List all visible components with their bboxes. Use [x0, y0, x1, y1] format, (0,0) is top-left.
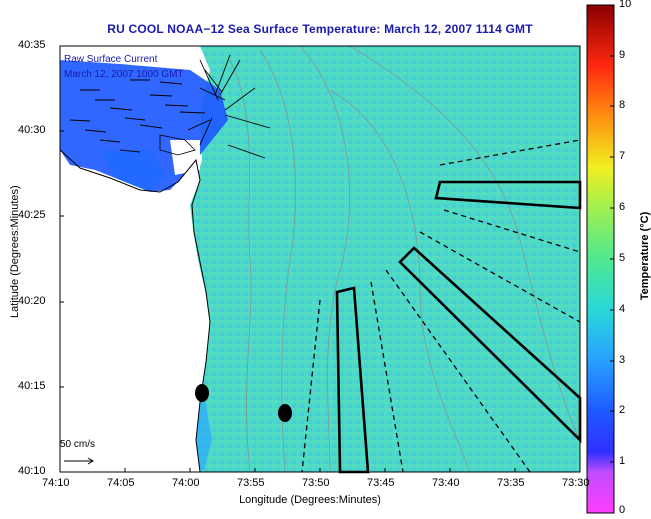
- x-tick-label: 73:50: [302, 477, 330, 489]
- y-tick-label: 40:15: [18, 380, 46, 392]
- colorbar-tick-label: 0: [619, 504, 626, 516]
- colorbar-tick-label: 9: [619, 49, 626, 61]
- x-tick-label: 74:05: [107, 477, 135, 489]
- y-tick-label: 40:30: [18, 124, 46, 136]
- colorbar-ticks: [610, 4, 614, 514]
- colorbar-tick-label: 8: [619, 99, 626, 111]
- x-tick-label: 74:00: [172, 477, 200, 489]
- y-tick-marks: [60, 45, 64, 473]
- x-tick-label: 73:45: [367, 477, 395, 489]
- x-axis-label: Longitude (Degrees:Minutes): [239, 494, 381, 506]
- legend-line-1: Raw Surface Current: [64, 54, 158, 65]
- dashed-transects: [301, 139, 581, 473]
- colorbar-tick-label: 4: [619, 303, 626, 315]
- sst-field: [190, 46, 580, 472]
- scale-label: 50 cm/s: [60, 439, 96, 450]
- x-tick-marks: [59, 468, 581, 472]
- colorbar-label: Temperature (°C): [639, 211, 651, 301]
- colorbar-tick-label: 2: [619, 404, 626, 416]
- y-tick-label: 40:20: [18, 295, 46, 307]
- y-tick-label: 40:10: [18, 465, 46, 477]
- x-tick-label: 73:55: [237, 477, 265, 489]
- land: [60, 150, 210, 472]
- x-tick-label: 73:40: [432, 477, 460, 489]
- mooring-marker: [278, 404, 292, 422]
- legend-line-2: March 12, 2007 1000 GMT: [64, 69, 184, 80]
- coastline: [59, 149, 211, 473]
- colorbar: [586, 4, 615, 514]
- y-tick-label: 40:35: [18, 39, 46, 51]
- colorbar-tick-label: 3: [619, 354, 626, 366]
- x-tick-label: 73:30: [562, 477, 590, 489]
- y-tick-label: 40:25: [18, 209, 46, 221]
- colorbar-tick-label: 7: [619, 150, 626, 162]
- x-tick-label: 74:10: [42, 477, 70, 489]
- mooring-marker: [195, 384, 209, 402]
- colorbar-tick-label: 1: [619, 455, 626, 467]
- x-tick-label: 73:35: [497, 477, 525, 489]
- colorbar-tick-label: 6: [619, 201, 626, 213]
- map-title: RU COOL NOAA−12 Sea Surface Temperature:…: [107, 22, 533, 36]
- current-vectors: [69, 54, 271, 159]
- colorbar-tick-label: 10: [619, 0, 632, 10]
- colorbar-tick-label: 5: [619, 252, 626, 264]
